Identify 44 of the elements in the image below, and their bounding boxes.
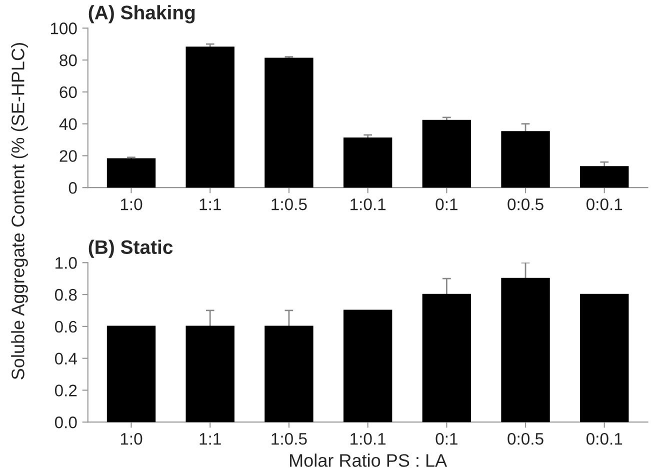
bar (501, 278, 550, 422)
chart-title: (A) Shaking (88, 5, 195, 24)
y-tick-label: 0.6 (54, 320, 77, 333)
x-tick-label: 1:0 (120, 432, 142, 445)
bar (264, 58, 314, 188)
bar (106, 326, 156, 422)
x-tick-label: 0:0.5 (508, 432, 544, 445)
x-tick-label: 1:1 (200, 198, 221, 210)
x-tick-label: 0:0.5 (508, 198, 544, 210)
y-tick-label: 0 (68, 182, 77, 194)
chart-title: (B) Static (88, 240, 173, 258)
bar (106, 158, 156, 188)
bar (501, 131, 550, 188)
y-tick-label: 40 (59, 118, 77, 130)
y-tick-label: 0.8 (54, 288, 77, 301)
bar (343, 310, 392, 422)
y-tick-label: 0.0 (54, 416, 77, 428)
bar (422, 294, 472, 422)
x-tick-label: 1:0.5 (272, 198, 307, 210)
x-tick-label: 0:1 (436, 198, 458, 210)
y-tick-label: 60 (60, 86, 77, 98)
x-tick-label: 0:0.1 (586, 198, 622, 210)
x-tick-label: 0:1 (436, 432, 458, 445)
x-tick-label: 1:0.1 (350, 432, 386, 445)
bar (580, 166, 629, 188)
y-tick-label: 0.4 (54, 352, 77, 365)
bar (343, 137, 392, 188)
x-tick-label: 1:0.1 (350, 198, 386, 210)
y-tick-label: 80 (60, 54, 77, 66)
bar (264, 326, 314, 422)
y-tick-label: 0.2 (54, 384, 77, 396)
bar (186, 46, 234, 188)
x-tick-label: 1:0.5 (272, 432, 307, 445)
bar (580, 294, 629, 422)
y-tick-label: 1.0 (56, 257, 77, 269)
x-axis-title: Molar Ratio PS : LA (290, 454, 448, 467)
x-tick-label: 0:0.1 (586, 432, 622, 445)
bar (186, 326, 234, 422)
x-tick-label: 1:0 (120, 198, 142, 210)
x-tick-label: 1:1 (200, 433, 221, 445)
y-tick-label: 100 (50, 22, 77, 34)
y-axis-title: Soluble Aggregate Content (% (SE-HPLC) (11, 43, 28, 380)
bar (422, 120, 472, 188)
y-tick-label: 20 (60, 150, 77, 162)
